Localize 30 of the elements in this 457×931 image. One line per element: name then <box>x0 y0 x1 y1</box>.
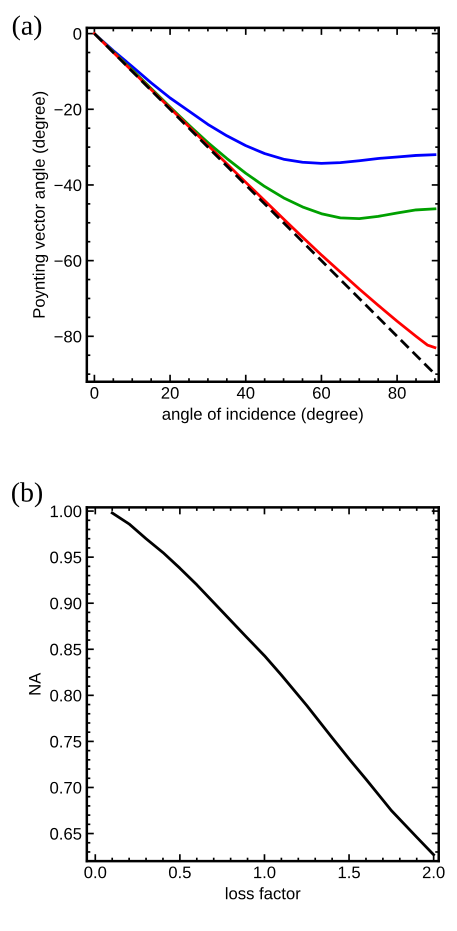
x-tick-label: 1.0 <box>254 866 276 878</box>
line-series <box>93 32 436 165</box>
x-axis-title: loss factor <box>226 887 300 900</box>
chart-title: (a) <box>12 15 42 41</box>
x-tick-label: 0.5 <box>168 866 191 878</box>
x-tick-label: 40 <box>236 387 254 399</box>
chart-title: (b) <box>12 482 42 508</box>
x-tick-label: 2.0 <box>422 866 445 878</box>
x-axis-title: angle of incidence (degree) <box>162 408 363 424</box>
y-tick-label: 0.75 <box>50 736 82 748</box>
y-tick-label: −80 <box>54 330 82 343</box>
y-tick-label: 0.80 <box>50 690 82 702</box>
y-tick-label: 0.95 <box>50 552 82 564</box>
x-tick-label: 80 <box>388 387 406 399</box>
x-tick-label: 60 <box>313 387 330 399</box>
y-tick-label: 1.00 <box>50 505 82 518</box>
x-tick-label: 0.0 <box>84 866 106 878</box>
y-tick-label: 0.70 <box>50 782 82 794</box>
y-axis-title: NA <box>29 672 41 694</box>
y-axis-title: Poynting vector angle (degree) <box>32 92 48 318</box>
y-tick-label: 0 <box>73 28 82 40</box>
y-tick-label: −60 <box>54 255 82 267</box>
x-tick-label: 20 <box>162 387 179 399</box>
x-tick-label: 0 <box>90 387 98 399</box>
y-tick-label: −20 <box>54 104 82 116</box>
y-tick-label: 0.65 <box>50 828 82 840</box>
y-tick-label: −40 <box>54 179 82 192</box>
x-tick-label: 1.5 <box>338 866 360 878</box>
y-tick-label: 0.85 <box>50 644 82 656</box>
y-tick-label: 0.90 <box>50 598 82 610</box>
